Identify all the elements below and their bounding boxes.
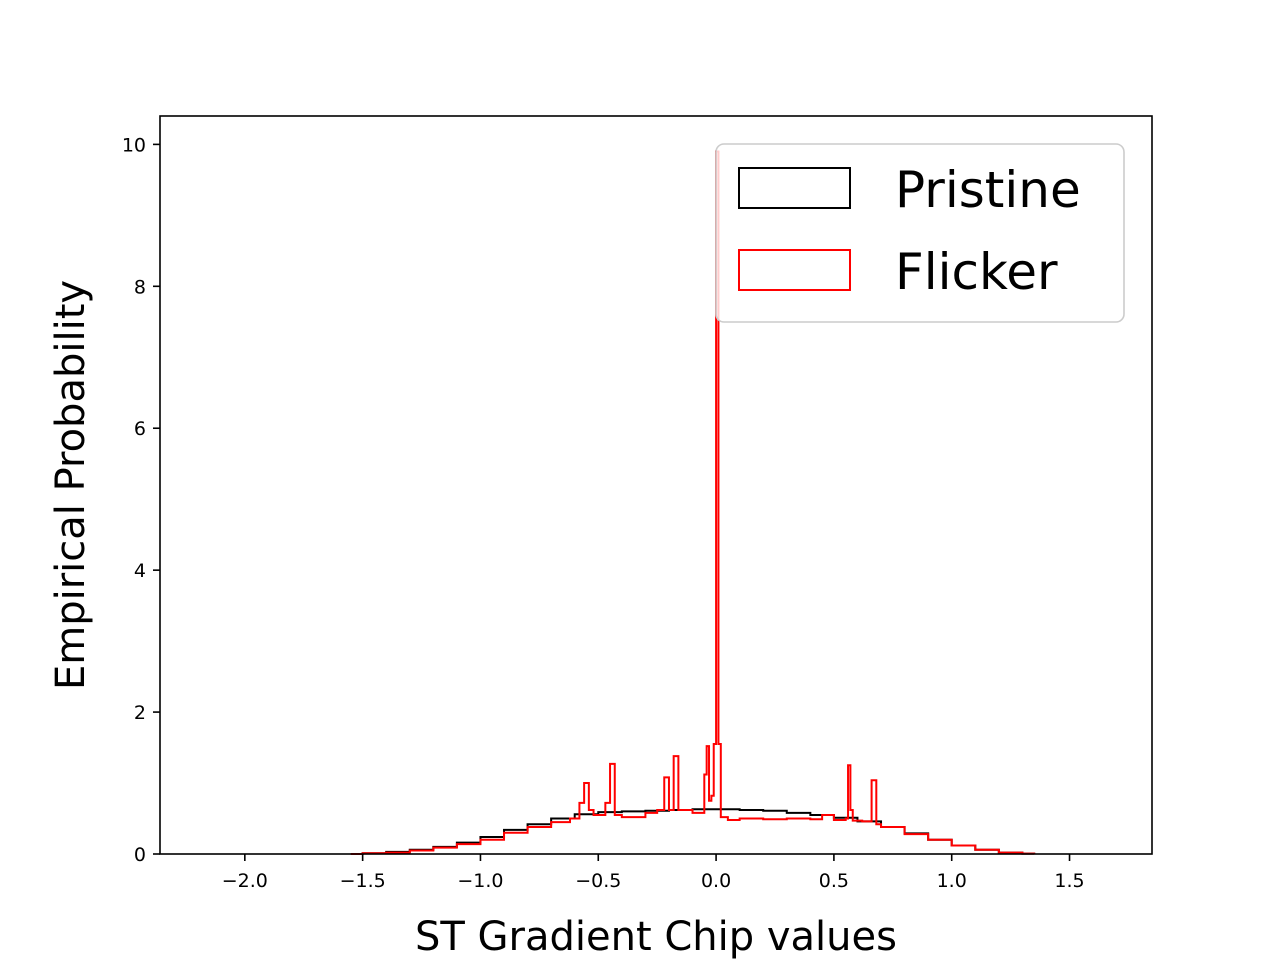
y-axis: 0 2 4 6 8 10 — [122, 134, 160, 866]
y-tick-label: 6 — [134, 418, 146, 440]
y-tick-label: 0 — [134, 844, 146, 866]
y-axis-title: Empirical Probability — [48, 280, 94, 690]
series-layer — [350, 150, 1036, 855]
x-tick-label: −1.5 — [340, 870, 386, 892]
legend-frame — [715, 143, 1125, 323]
x-tick-label: 1.5 — [1054, 870, 1084, 892]
y-tick-label: 2 — [134, 702, 146, 724]
legend-swatch-pristine — [738, 167, 851, 209]
x-tick-label: −2.0 — [222, 870, 268, 892]
y-tick-label: 4 — [134, 560, 146, 582]
x-tick-label: 1.0 — [937, 870, 967, 892]
x-axis: −2.0 −1.5 −1.0 −0.5 0.0 0.5 1.0 1.5 — [222, 854, 1085, 892]
plot-area-frame — [159, 115, 1153, 855]
y-tick-label: 8 — [134, 276, 146, 298]
x-tick-label: 0.0 — [701, 870, 731, 892]
series-flicker-line — [350, 150, 1036, 855]
x-tick-label: −0.5 — [575, 870, 621, 892]
x-tick-label: −1.0 — [457, 870, 503, 892]
x-axis-title: ST Gradient Chip values — [415, 914, 897, 960]
x-tick-label: 0.5 — [819, 870, 849, 892]
legend-label-pristine: Pristine — [895, 161, 1081, 219]
legend-swatch-flicker — [738, 249, 851, 291]
legend-label-flicker: Flicker — [895, 243, 1058, 301]
y-tick-label: 10 — [122, 134, 146, 156]
legend: Pristine Flicker — [715, 143, 1125, 323]
